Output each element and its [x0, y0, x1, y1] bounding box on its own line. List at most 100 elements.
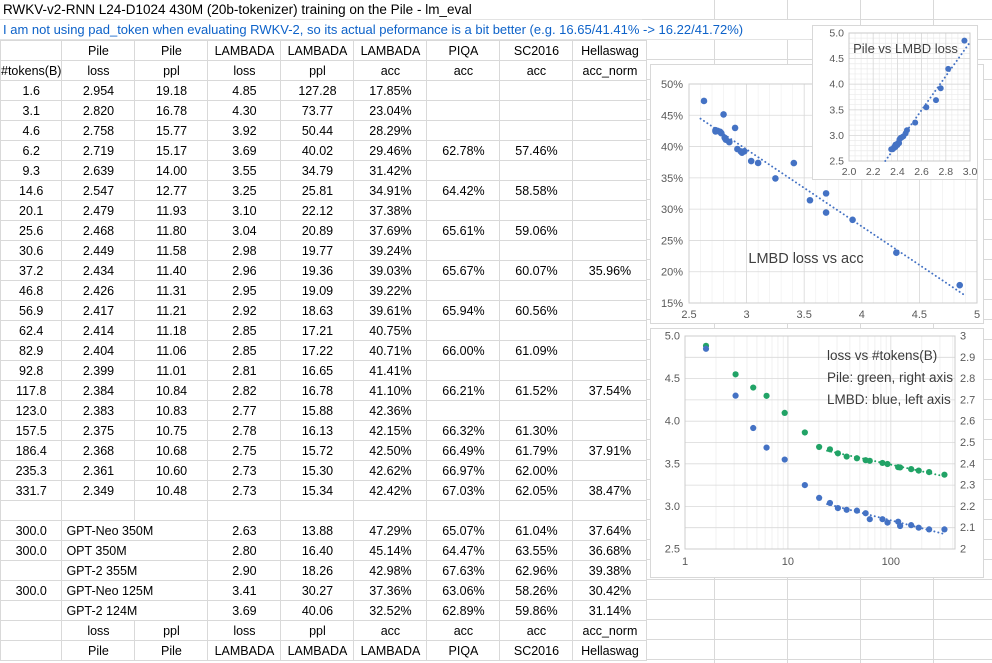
cell[interactable]: 10.83	[134, 400, 209, 421]
cell[interactable]: 66.97%	[426, 460, 501, 481]
cell[interactable]: 16.78	[280, 380, 355, 401]
cell[interactable]	[426, 120, 501, 141]
cell[interactable]: 37.2	[0, 260, 63, 281]
cell[interactable]: 19.09	[280, 280, 355, 301]
cell[interactable]: 15.17	[134, 140, 209, 161]
cell[interactable]: 2.90	[207, 560, 282, 581]
cell[interactable]	[280, 500, 355, 521]
cell[interactable]: 9.3	[0, 160, 63, 181]
cell[interactable]	[499, 160, 574, 181]
cell[interactable]: Pile	[61, 40, 136, 61]
cell[interactable]	[426, 360, 501, 381]
cell[interactable]: 11.40	[134, 260, 209, 281]
note-cell[interactable]: I am not using pad_token when evaluating…	[0, 20, 810, 40]
cell[interactable]	[134, 500, 209, 521]
cell[interactable]: 11.93	[134, 200, 209, 221]
cell[interactable]	[426, 320, 501, 341]
cell[interactable]	[499, 100, 574, 121]
cell[interactable]	[572, 420, 648, 441]
cell[interactable]: 3.25	[207, 180, 282, 201]
cell[interactable]: 61.52%	[499, 380, 574, 401]
cell[interactable]	[353, 500, 428, 521]
cell[interactable]	[572, 200, 648, 221]
cell[interactable]: 3.04	[207, 220, 282, 241]
cell[interactable]	[572, 340, 648, 361]
cell[interactable]: 39.24%	[353, 240, 428, 261]
cell[interactable]: 19.36	[280, 260, 355, 281]
chart-loss-vs-tokens[interactable]: 1 10 100 2.5 3.0 3.5 4.0 4.5 5.0 2 2.1 2.2 2.3 2.4 2.5…	[650, 328, 984, 578]
cell[interactable]: 62.96%	[499, 560, 574, 581]
cell[interactable]: 31.14%	[572, 600, 648, 621]
cell[interactable]: 331.7	[0, 480, 63, 501]
cell[interactable]	[0, 500, 63, 521]
cell[interactable]: 2.349	[61, 480, 136, 501]
cell[interactable]: 2.468	[61, 220, 136, 241]
cell[interactable]: 30.42%	[572, 580, 648, 601]
cell[interactable]: GPT-Neo 350M	[61, 520, 209, 541]
cell[interactable]: SC2016	[499, 640, 574, 661]
cell[interactable]: 37.36%	[353, 580, 428, 601]
cell[interactable]: 3.69	[207, 600, 282, 621]
cell[interactable]: 300.0	[0, 540, 63, 561]
cell[interactable]: 127.28	[280, 80, 355, 101]
cell[interactable]: 2.758	[61, 120, 136, 141]
cell[interactable]	[499, 280, 574, 301]
cell[interactable]: 73.77	[280, 100, 355, 121]
cell[interactable]: 4.85	[207, 80, 282, 101]
cell[interactable]: 2.75	[207, 440, 282, 461]
cell[interactable]: acc	[353, 60, 428, 81]
cell[interactable]: 2.368	[61, 440, 136, 461]
cell[interactable]: 37.69%	[353, 220, 428, 241]
cell[interactable]: 2.96	[207, 260, 282, 281]
cell[interactable]: OPT 350M	[61, 540, 209, 561]
cell[interactable]: 56.9	[0, 300, 63, 321]
cell[interactable]	[0, 40, 63, 61]
cell[interactable]: 3.41	[207, 580, 282, 601]
cell[interactable]: 16.13	[280, 420, 355, 441]
cell[interactable]: 37.91%	[572, 440, 648, 461]
cell[interactable]: 157.5	[0, 420, 63, 441]
cell[interactable]: 42.62%	[353, 460, 428, 481]
cell[interactable]: 61.04%	[499, 520, 574, 541]
cell[interactable]: acc	[426, 60, 501, 81]
cell[interactable]: 15.72	[280, 440, 355, 461]
cell[interactable]: 30.27	[280, 580, 355, 601]
cell[interactable]: 39.22%	[353, 280, 428, 301]
cell[interactable]: 57.46%	[499, 140, 574, 161]
cell[interactable]: 300.0	[0, 580, 63, 601]
cell[interactable]	[0, 560, 63, 581]
cell[interactable]: acc	[353, 620, 428, 641]
cell[interactable]: 34.79	[280, 160, 355, 181]
cell[interactable]: 19.77	[280, 240, 355, 261]
cell[interactable]: 22.12	[280, 200, 355, 221]
cell[interactable]: 64.42%	[426, 180, 501, 201]
cell[interactable]: PIQA	[426, 40, 501, 61]
cell[interactable]	[61, 500, 136, 521]
cell[interactable]: 59.86%	[499, 600, 574, 621]
cell[interactable]: ppl	[134, 620, 209, 641]
cell[interactable]: 186.4	[0, 440, 63, 461]
cell[interactable]: 18.63	[280, 300, 355, 321]
cell[interactable]	[572, 320, 648, 341]
cell[interactable]: 6.2	[0, 140, 63, 161]
cell[interactable]: 2.954	[61, 80, 136, 101]
cell[interactable]: LAMBADA	[353, 640, 428, 661]
cell[interactable]	[426, 160, 501, 181]
cell[interactable]: 17.22	[280, 340, 355, 361]
cell[interactable]: 66.32%	[426, 420, 501, 441]
cell[interactable]: 41.10%	[353, 380, 428, 401]
cell[interactable]: acc_norm	[572, 60, 648, 81]
cell[interactable]: 2.384	[61, 380, 136, 401]
cell[interactable]: 58.26%	[499, 580, 574, 601]
cell[interactable]: 65.61%	[426, 220, 501, 241]
cell[interactable]: 40.71%	[353, 340, 428, 361]
cell[interactable]: 3.92	[207, 120, 282, 141]
cell[interactable]: 10.84	[134, 380, 209, 401]
cell[interactable]: 10.68	[134, 440, 209, 461]
cell[interactable]: 15.77	[134, 120, 209, 141]
cell[interactable]: 16.40	[280, 540, 355, 561]
cell[interactable]	[499, 320, 574, 341]
cell[interactable]: 42.42%	[353, 480, 428, 501]
cell[interactable]: 42.98%	[353, 560, 428, 581]
cell[interactable]: 13.88	[280, 520, 355, 541]
